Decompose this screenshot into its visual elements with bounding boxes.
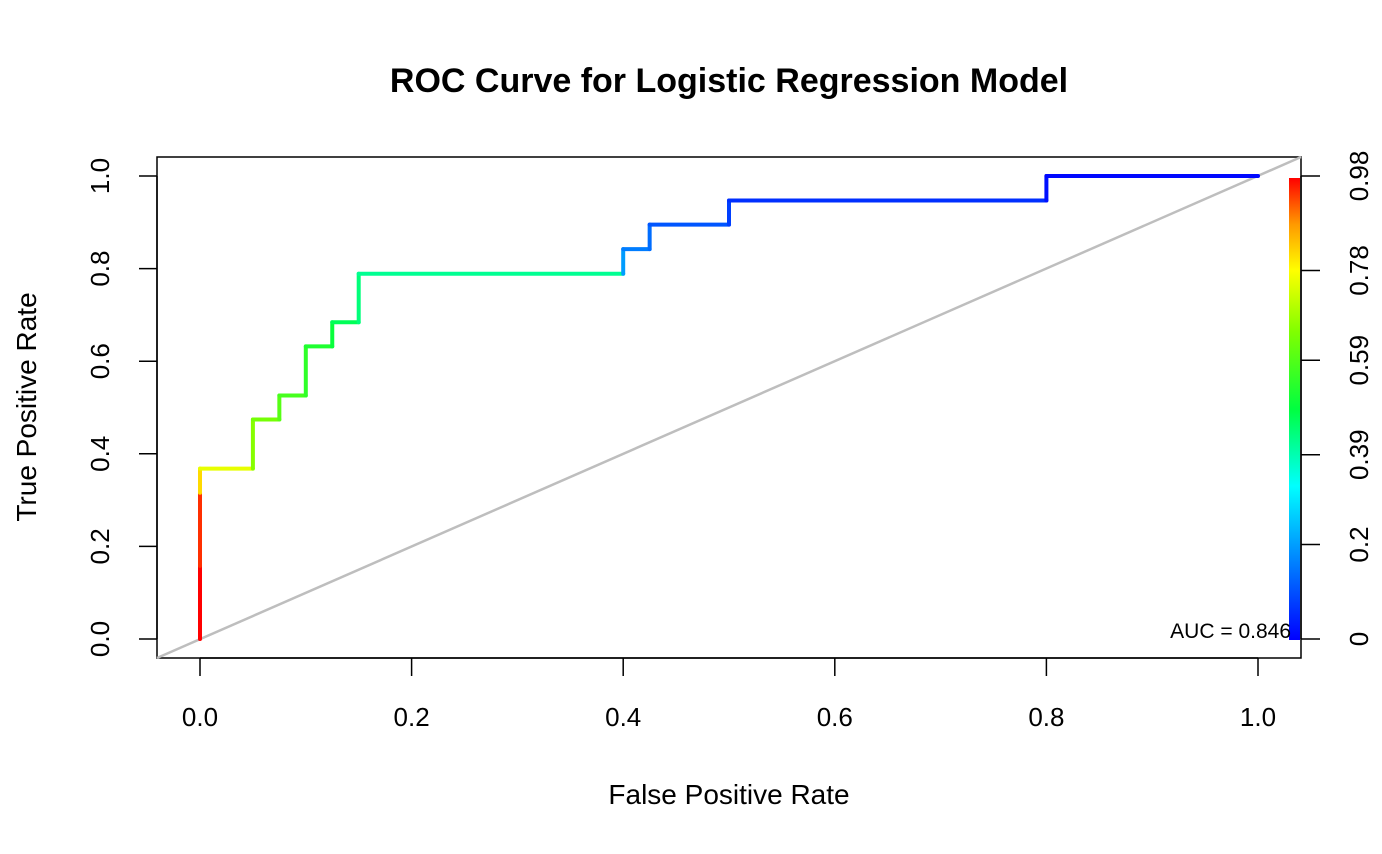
y-tick-label: 0.6 [85, 343, 115, 379]
y-tick-label: 0.0 [85, 621, 115, 657]
auc-label: AUC = 0.846 [1170, 620, 1291, 643]
colorbar [1289, 178, 1300, 640]
threshold-tick-label: 0.98 [1344, 151, 1374, 202]
threshold-tick-label: 0.2 [1344, 526, 1374, 562]
diagonal-reference-line [156, 155, 1302, 660]
x-tick-label: 0.8 [1028, 702, 1064, 732]
threshold-tick-label: 0.78 [1344, 245, 1374, 296]
y-axis-title: True Positive Rate [11, 292, 42, 521]
threshold-tick-label: 0.39 [1344, 429, 1374, 480]
x-axis-title: False Positive Rate [608, 779, 849, 810]
chart-title: ROC Curve for Logistic Regression Model [390, 62, 1068, 100]
x-tick-label: 1.0 [1240, 702, 1276, 732]
y-tick-label: 1.0 [85, 158, 115, 194]
x-tick-label: 0.2 [394, 702, 430, 732]
y-tick-label: 0.4 [85, 436, 115, 472]
y-axis: 0.0 0.2 0.4 0.6 0.8 1.0 [85, 158, 158, 657]
threshold-tick-label: 0.59 [1344, 335, 1374, 386]
threshold-tick-label: 0 [1344, 632, 1374, 646]
y-tick-label: 0.8 [85, 251, 115, 287]
threshold-axis: 0 0.2 0.39 0.59 0.78 0.98 [1300, 151, 1374, 646]
roc-curve [198, 174, 1260, 641]
x-tick-label: 0.6 [817, 702, 853, 732]
x-tick-label: 0.0 [182, 702, 218, 732]
y-tick-label: 0.2 [85, 528, 115, 564]
x-tick-label: 0.4 [605, 702, 641, 732]
x-axis: 0.0 0.2 0.4 0.6 0.8 1.0 [182, 657, 1276, 732]
